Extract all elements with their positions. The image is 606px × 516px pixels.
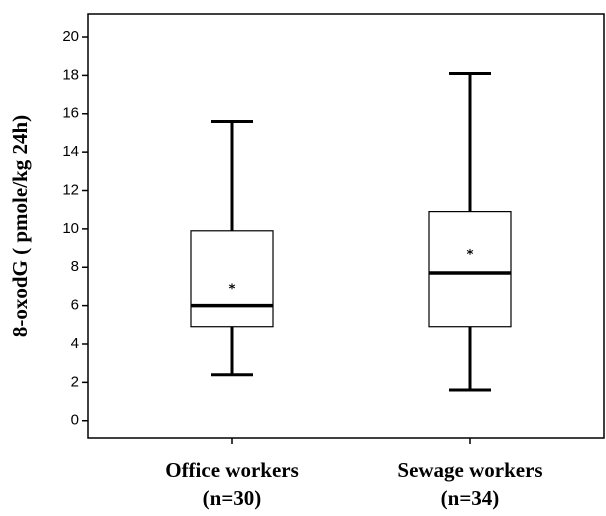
y-tick-label: 0 — [71, 412, 79, 429]
y-tick-label: 20 — [62, 28, 79, 45]
mean-stroke — [228, 284, 236, 289]
y-tick-label: 16 — [62, 105, 79, 122]
y-tick-label: 6 — [71, 297, 79, 314]
mean-stroke — [466, 249, 474, 254]
x-tick-label: Sewage workers — [397, 458, 542, 482]
y-tick-label: 4 — [71, 335, 79, 352]
box — [428, 211, 512, 328]
y-tick-label: 2 — [71, 373, 79, 390]
mean-marker — [466, 248, 474, 255]
y-tick-label: 10 — [62, 220, 79, 237]
y-tick-label: 18 — [62, 66, 79, 83]
x-tick-sublabel: (n=34) — [441, 486, 500, 510]
plot-frame — [87, 13, 605, 439]
x-tick-label: Office workers — [165, 458, 299, 482]
y-tick-label: 12 — [62, 181, 79, 198]
box — [190, 230, 274, 328]
y-tick-label: 8 — [71, 258, 79, 275]
mean-marker — [228, 283, 236, 290]
y-tick-label: 14 — [62, 143, 79, 160]
y-axis-label: 8-oxodG ( pmole/kg 24h) — [8, 115, 32, 337]
x-tick-sublabel: (n=30) — [203, 486, 262, 510]
